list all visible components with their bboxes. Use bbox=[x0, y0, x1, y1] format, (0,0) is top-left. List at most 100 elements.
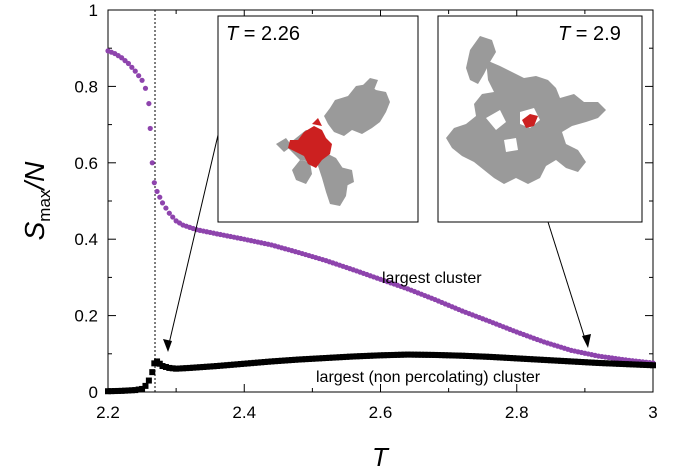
data-point-non-percolating bbox=[118, 387, 125, 394]
data-point-non-percolating bbox=[483, 353, 490, 360]
data-point-non-percolating bbox=[128, 387, 135, 394]
data-point-non-percolating bbox=[374, 352, 381, 359]
data-point-largest bbox=[154, 188, 160, 195]
inset-title-value: = 2.9 bbox=[570, 23, 621, 45]
data-point-non-percolating bbox=[162, 363, 169, 370]
x-tick-label: 2.8 bbox=[505, 403, 529, 422]
data-point-non-percolating bbox=[568, 358, 575, 365]
data-point-non-percolating bbox=[401, 351, 408, 358]
x-tick-label: 2.4 bbox=[232, 403, 256, 422]
data-point-non-percolating bbox=[302, 356, 309, 363]
data-point-non-percolating bbox=[397, 351, 404, 358]
data-point-non-percolating bbox=[363, 352, 370, 359]
x-tick-label: 2.2 bbox=[96, 403, 120, 422]
arrow-head-inset2 bbox=[582, 334, 591, 348]
data-point-largest bbox=[149, 160, 155, 166]
data-point-non-percolating bbox=[629, 361, 636, 368]
data-point-non-percolating bbox=[142, 382, 149, 389]
data-point-non-percolating bbox=[261, 359, 268, 366]
data-point-non-percolating bbox=[183, 365, 190, 372]
y-tick-label: 0 bbox=[89, 383, 98, 402]
data-point-non-percolating bbox=[254, 359, 261, 366]
data-point-non-percolating bbox=[626, 361, 633, 368]
y-tick-label: 1 bbox=[89, 1, 98, 20]
data-point-non-percolating bbox=[384, 352, 391, 359]
data-point-non-percolating bbox=[578, 359, 585, 366]
y-tick-labels: 0 0.2 0.4 0.6 0.8 1 bbox=[74, 1, 98, 402]
data-point-largest bbox=[132, 68, 138, 74]
data-point-non-percolating bbox=[179, 365, 186, 372]
data-point-non-percolating bbox=[275, 357, 282, 364]
data-point-largest bbox=[146, 100, 152, 107]
data-point-non-percolating bbox=[632, 361, 639, 368]
data-point-non-percolating bbox=[588, 359, 595, 366]
arrow-line-inset1 bbox=[167, 117, 223, 349]
data-point-non-percolating bbox=[442, 352, 449, 359]
data-point-non-percolating bbox=[326, 354, 333, 361]
annotation-arrows bbox=[163, 117, 591, 352]
data-point-non-percolating bbox=[132, 387, 139, 394]
inset-title-var: T bbox=[558, 23, 572, 45]
data-point-non-percolating bbox=[547, 357, 554, 364]
data-point-non-percolating bbox=[452, 352, 459, 359]
data-point-non-percolating bbox=[353, 353, 360, 360]
data-point-non-percolating bbox=[612, 360, 619, 367]
data-point-non-percolating bbox=[220, 362, 227, 369]
data-point-non-percolating bbox=[527, 356, 534, 363]
data-point-non-percolating bbox=[316, 355, 323, 362]
data-point-largest bbox=[125, 60, 132, 67]
data-point-non-percolating bbox=[472, 353, 479, 360]
data-point-non-percolating bbox=[466, 352, 473, 359]
data-point-non-percolating bbox=[336, 354, 343, 361]
data-point-largest bbox=[136, 73, 142, 79]
data-point-non-percolating bbox=[227, 361, 234, 368]
data-point-non-percolating bbox=[333, 354, 340, 361]
data-point-non-percolating bbox=[343, 353, 350, 360]
series-non-percolating-cluster bbox=[105, 351, 656, 395]
inset-title-var: T bbox=[226, 23, 240, 45]
data-point-non-percolating bbox=[486, 353, 493, 360]
data-point-non-percolating bbox=[581, 359, 588, 366]
data-point-largest bbox=[142, 85, 149, 91]
data-point-non-percolating bbox=[605, 360, 612, 367]
data-point-non-percolating bbox=[248, 360, 255, 367]
data-point-non-percolating bbox=[135, 386, 142, 393]
data-point-non-percolating bbox=[299, 356, 306, 363]
data-point-non-percolating bbox=[207, 363, 214, 370]
annotation-non-percolating-cluster: largest (non percolating) cluster bbox=[316, 369, 541, 386]
data-point-non-percolating bbox=[360, 353, 367, 360]
data-point-non-percolating bbox=[241, 360, 248, 367]
y-tick-label: 0.2 bbox=[74, 307, 98, 326]
inset-title: T = 2.26 bbox=[226, 23, 300, 45]
inset-cluster-t29: T = 2.9 bbox=[437, 15, 643, 223]
data-point-non-percolating bbox=[636, 361, 643, 368]
data-point-non-percolating bbox=[428, 351, 435, 358]
data-point-non-percolating bbox=[190, 364, 197, 371]
data-point-non-percolating bbox=[571, 358, 578, 365]
data-point-non-percolating bbox=[551, 357, 558, 364]
arrow-line-inset2 bbox=[547, 221, 587, 343]
data-point-non-percolating bbox=[510, 355, 517, 362]
data-point-non-percolating bbox=[115, 387, 122, 394]
data-point-largest bbox=[119, 55, 125, 61]
data-point-non-percolating bbox=[564, 358, 571, 365]
data-point-non-percolating bbox=[169, 365, 176, 372]
data-point-non-percolating bbox=[309, 355, 316, 362]
data-point-non-percolating bbox=[520, 355, 527, 362]
data-point-non-percolating bbox=[224, 362, 231, 369]
x-axis-label: T bbox=[372, 442, 390, 472]
data-point-non-percolating bbox=[411, 351, 418, 358]
data-point-largest bbox=[122, 58, 128, 64]
data-point-non-percolating bbox=[159, 363, 166, 370]
cluster-image-red bbox=[288, 118, 332, 168]
data-point-non-percolating bbox=[295, 356, 302, 363]
data-point-non-percolating bbox=[149, 369, 156, 376]
data-point-non-percolating bbox=[193, 364, 200, 371]
data-point-non-percolating bbox=[210, 363, 217, 370]
data-point-non-percolating bbox=[166, 364, 173, 371]
data-point-non-percolating bbox=[319, 355, 326, 362]
data-point-non-percolating bbox=[122, 387, 129, 394]
data-point-non-percolating bbox=[418, 351, 425, 358]
data-point-non-percolating bbox=[176, 365, 183, 372]
data-point-largest bbox=[170, 214, 176, 220]
